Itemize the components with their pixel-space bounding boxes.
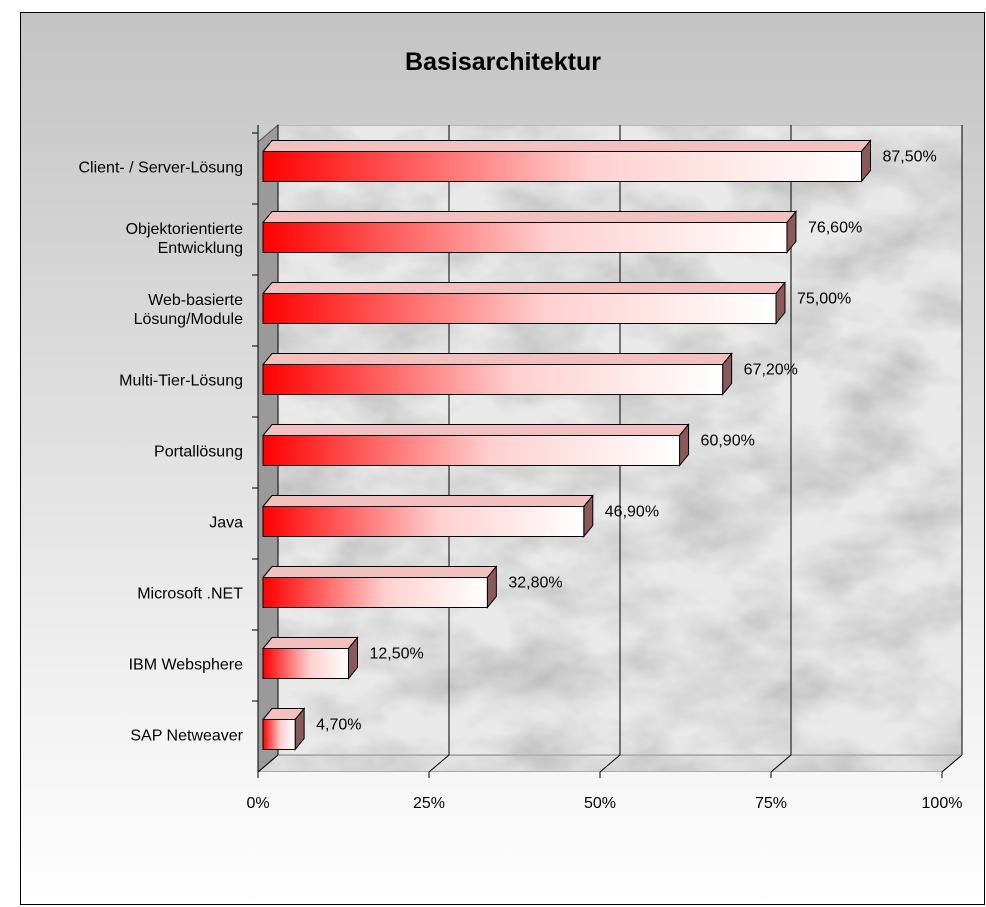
- bar: [262, 293, 777, 324]
- value-label: 76,60%: [808, 220, 862, 237]
- value-label: 4,70%: [316, 717, 361, 734]
- bar-top: [261, 495, 594, 507]
- y-tick-label: Objektorientierte Entwicklung: [126, 221, 243, 257]
- bar: [262, 719, 296, 750]
- value-label: 32,80%: [508, 575, 562, 592]
- y-tick-label: SAP Netweaver: [130, 728, 243, 745]
- value-label: 67,20%: [744, 362, 798, 379]
- bar: [262, 222, 788, 253]
- bar-top: [261, 424, 690, 436]
- x-tick-label: 0%: [246, 795, 269, 812]
- value-label: 12,50%: [370, 646, 424, 663]
- y-tick-label: Client- / Server-Lösung: [78, 160, 243, 177]
- bar-top: [261, 211, 797, 223]
- y-tick-label: Java: [209, 515, 243, 532]
- bar: [262, 364, 724, 395]
- bar: [262, 577, 488, 608]
- value-label: 46,90%: [605, 504, 659, 521]
- grid-line-floor: [428, 754, 450, 773]
- x-tick-label: 50%: [584, 795, 616, 812]
- bar-top: [261, 140, 872, 152]
- grid-line-floor: [770, 754, 792, 773]
- x-tick-label: 100%: [922, 795, 963, 812]
- y-tick-label: Multi-Tier-Lösung: [119, 373, 243, 390]
- x-tick-label: 75%: [755, 795, 787, 812]
- bar-top: [261, 353, 733, 365]
- grid-line-floor: [599, 754, 621, 773]
- bar-top: [261, 637, 359, 649]
- bar-top: [261, 566, 498, 578]
- bar: [262, 506, 585, 537]
- chart-title: Basisarchitektur: [405, 48, 601, 76]
- bar: [262, 435, 681, 466]
- value-label: 75,00%: [797, 291, 851, 308]
- grid-line-floor: [257, 754, 279, 773]
- y-tick-label: Portallösung: [154, 444, 243, 461]
- value-label: 87,50%: [883, 149, 937, 166]
- x-tick-label: 25%: [413, 795, 445, 812]
- y-tick-label: Web-basierte Lösung/Module: [134, 292, 244, 328]
- y-tick-label: Microsoft .NET: [137, 586, 243, 603]
- y-tick-label: IBM Websphere: [129, 657, 244, 674]
- bar: [262, 151, 862, 182]
- grid-line-floor: [941, 754, 963, 773]
- value-label: 60,90%: [701, 433, 755, 450]
- bar: [262, 648, 349, 679]
- bar-top: [261, 282, 787, 294]
